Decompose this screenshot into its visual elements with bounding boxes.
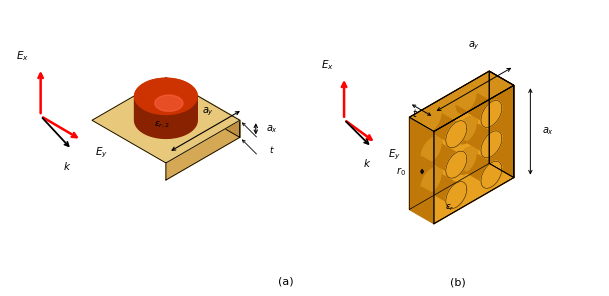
Polygon shape xyxy=(92,78,240,163)
Polygon shape xyxy=(489,71,514,178)
Polygon shape xyxy=(135,96,197,138)
Text: (a): (a) xyxy=(278,277,294,287)
Polygon shape xyxy=(456,117,502,150)
Text: $E_x$: $E_x$ xyxy=(321,59,334,72)
Polygon shape xyxy=(421,107,466,140)
Text: $k$: $k$ xyxy=(364,157,371,169)
Polygon shape xyxy=(456,86,502,120)
Text: $E_x$: $E_x$ xyxy=(15,49,29,63)
Polygon shape xyxy=(421,137,442,164)
Polygon shape xyxy=(434,85,514,224)
Polygon shape xyxy=(456,94,502,127)
Text: $\epsilon_r$: $\epsilon_r$ xyxy=(445,203,455,213)
Polygon shape xyxy=(421,137,466,171)
Polygon shape xyxy=(421,168,442,194)
Polygon shape xyxy=(409,71,489,210)
Text: $E_y$: $E_y$ xyxy=(95,145,108,160)
Polygon shape xyxy=(409,163,514,224)
Polygon shape xyxy=(456,155,502,188)
Polygon shape xyxy=(481,131,502,158)
Text: $a_y$: $a_y$ xyxy=(468,40,480,52)
Polygon shape xyxy=(421,114,466,148)
Polygon shape xyxy=(421,144,466,178)
Text: $k$: $k$ xyxy=(63,160,71,172)
Polygon shape xyxy=(409,71,514,131)
Text: $a_y$: $a_y$ xyxy=(202,105,214,118)
Polygon shape xyxy=(456,147,477,174)
Text: (b): (b) xyxy=(449,278,465,287)
Polygon shape xyxy=(446,182,466,209)
Polygon shape xyxy=(166,78,240,137)
Polygon shape xyxy=(155,95,183,111)
Polygon shape xyxy=(456,117,477,144)
Polygon shape xyxy=(446,121,466,148)
Polygon shape xyxy=(481,100,502,127)
Polygon shape xyxy=(446,151,466,178)
Text: $\epsilon_{r,2}$: $\epsilon_{r,2}$ xyxy=(154,120,171,130)
Polygon shape xyxy=(421,168,466,201)
Polygon shape xyxy=(456,86,477,113)
Text: $t$: $t$ xyxy=(412,107,418,118)
Polygon shape xyxy=(456,147,502,181)
Text: $a_x$: $a_x$ xyxy=(267,123,278,135)
Text: $E_y$: $E_y$ xyxy=(388,148,401,162)
Polygon shape xyxy=(456,124,502,158)
Polygon shape xyxy=(421,175,466,209)
Text: $r_0$: $r_0$ xyxy=(396,165,406,178)
Polygon shape xyxy=(421,107,442,133)
Polygon shape xyxy=(135,78,197,115)
Text: $a_x$: $a_x$ xyxy=(542,126,554,137)
Text: $t$: $t$ xyxy=(269,144,275,155)
Polygon shape xyxy=(166,120,240,180)
Polygon shape xyxy=(135,78,197,120)
Polygon shape xyxy=(481,161,502,188)
